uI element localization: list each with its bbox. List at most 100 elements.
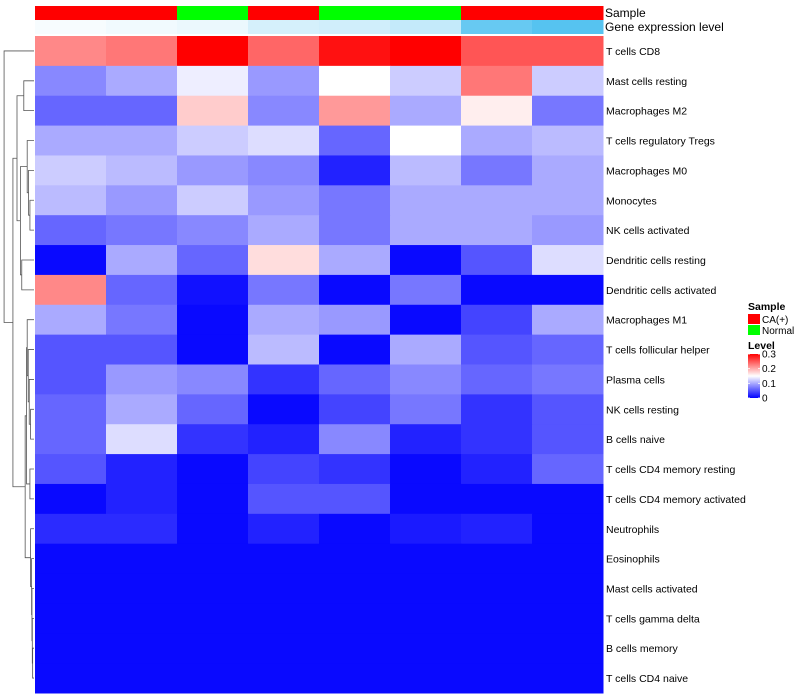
sample-annotation-cell [177, 6, 249, 20]
heatmap-cell [248, 36, 320, 67]
legend-sample-title: Sample [748, 301, 786, 313]
heatmap-cell [461, 483, 533, 515]
heatmap-cell [248, 454, 320, 485]
dendrogram-branch [31, 558, 34, 616]
heatmap-cell [106, 454, 178, 485]
expression-annotation-cell [35, 20, 107, 34]
legend-level-label: 0.2 [762, 364, 776, 375]
row-label: Macrophages M2 [606, 106, 687, 118]
heatmap-cell [319, 663, 391, 694]
expression-annotation-cell [177, 20, 249, 34]
heatmap-cell [532, 573, 604, 604]
heatmap-cell [319, 603, 391, 634]
heatmap-cell [461, 424, 533, 455]
legend-level-colorbar [748, 354, 760, 398]
heatmap-cell [35, 274, 107, 306]
heatmap-cell [532, 36, 604, 67]
heatmap-cell [319, 155, 391, 186]
heatmap-cell [177, 215, 249, 246]
heatmap-cell [35, 394, 107, 425]
heatmap-cell [532, 215, 604, 246]
row-label: T cells CD4 naive [606, 673, 688, 685]
heatmap-cell [248, 364, 320, 395]
heatmap-cell [177, 633, 249, 664]
heatmap-cell [35, 334, 107, 365]
heatmap-cell [532, 304, 604, 336]
heatmap-cell [319, 274, 391, 306]
heatmap-cell [532, 274, 604, 306]
heatmap-cell [248, 513, 320, 545]
heatmap-cell [390, 663, 462, 694]
heatmap-cell [177, 513, 249, 545]
heatmap-cell [35, 36, 107, 67]
expression-annotation-label: Gene expression level [605, 20, 724, 34]
heatmap-cell [177, 424, 249, 455]
heatmap-cell [248, 274, 320, 306]
heatmap-cell [106, 483, 178, 515]
heatmap-cell [461, 334, 533, 365]
heatmap-cell [106, 364, 178, 395]
heatmap-cell [177, 663, 249, 694]
heatmap-cell [461, 543, 533, 575]
dendrogram-branch [29, 468, 34, 500]
heatmap-cell [248, 215, 320, 246]
row-label: Macrophages M0 [606, 165, 687, 177]
heatmap-cell [532, 513, 604, 545]
row-label: T cells CD4 memory resting [606, 464, 735, 476]
heatmap-cell [106, 185, 178, 216]
heatmap-cell [390, 603, 462, 634]
heatmap-cell [319, 394, 391, 425]
heatmap-cell [461, 304, 533, 336]
heatmap-cell [390, 454, 462, 485]
heatmap-cell [106, 334, 178, 365]
heatmap-cell [106, 245, 178, 276]
heatmap-cell [35, 245, 107, 276]
heatmap-cell [177, 573, 249, 604]
heatmap-cell [461, 274, 533, 306]
heatmap-cell [390, 155, 462, 186]
heatmap-cell [319, 185, 391, 216]
heatmap-cell [106, 274, 178, 306]
row-label: B cells naive [606, 434, 665, 446]
heatmap-cell [177, 334, 249, 365]
row-label: T cells CD4 memory activated [606, 494, 746, 506]
heatmap-cell [532, 155, 604, 186]
row-label: T cells regulatory Tregs [606, 136, 715, 148]
heatmap-cell [248, 483, 320, 515]
heatmap-cell [390, 573, 462, 604]
heatmap-cell [106, 663, 178, 694]
heatmap-cell [177, 185, 249, 216]
heatmap-cell [177, 125, 249, 156]
sample-annotation-cell [390, 6, 462, 20]
row-label: B cells memory [606, 643, 679, 655]
heatmap-cell [461, 603, 533, 634]
heatmap-cell [177, 65, 249, 97]
heatmap-cell [461, 663, 533, 694]
sample-annotation-cell [35, 6, 107, 20]
sample-annotation-cell [106, 6, 178, 20]
heatmap-cell [106, 603, 178, 634]
sample-annotation-label: Sample [605, 6, 646, 20]
row-label: T cells CD8 [606, 46, 660, 58]
heatmap-cell [35, 95, 107, 127]
heatmap-cell [106, 633, 178, 664]
heatmap-cell [106, 424, 178, 455]
heatmap-cell [35, 663, 107, 694]
heatmap-cell [461, 454, 533, 485]
heatmap-cell [177, 364, 249, 395]
dendrogram-branch [12, 157, 26, 488]
sample-annotation-cell [532, 6, 604, 20]
heatmap-cell [319, 454, 391, 485]
expression-annotation-cell [532, 20, 604, 34]
heatmap-cell [35, 573, 107, 604]
dendrogram-branch [28, 169, 34, 216]
heatmap-cell [390, 215, 462, 246]
heatmap-cell [106, 304, 178, 336]
dendrogram-branch [32, 647, 34, 679]
row-labels: T cells CD8 Mast cells resting Macrophages… [606, 46, 746, 685]
heatmap-cell [248, 543, 320, 575]
heatmap-cell [319, 95, 391, 127]
row-dendrogram [3, 50, 34, 679]
heatmap-cell [390, 483, 462, 515]
